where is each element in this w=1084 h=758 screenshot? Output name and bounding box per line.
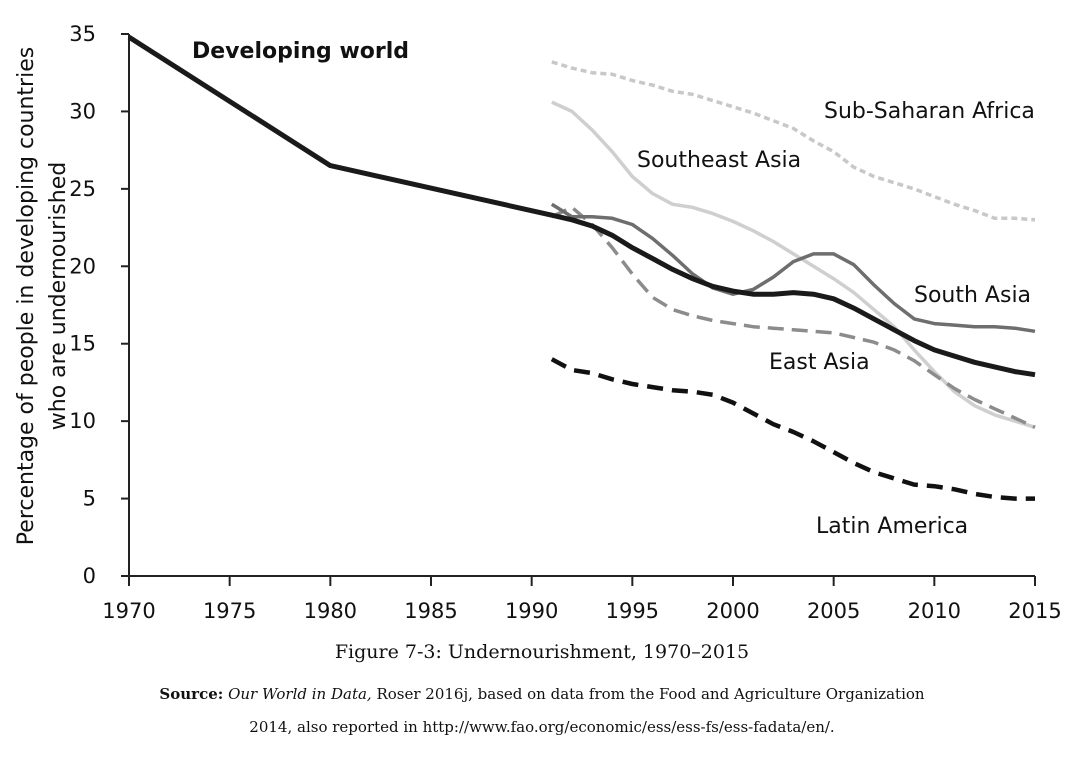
source-text: Roser 2016j, based on data from the Food… (371, 685, 925, 703)
series-label-latin-america: Latin America (816, 514, 968, 539)
source-line-2: 2014, also reported in http://www.fao.or… (249, 718, 835, 736)
line-chart: 0 5 10 15 20 25 30 35 1970 1975 1980 1985 1990 1995 20… (14, 22, 1062, 623)
series-line-sub-saharan-africa (551, 60, 1036, 222)
y-tick-label: 0 (83, 564, 96, 588)
y-tick-label: 15 (69, 332, 96, 356)
series-labels: Developing world Sub-Saharan Africa Southe… (192, 39, 1035, 539)
series-line-east-asia (551, 205, 1036, 429)
x-tick-label: 2010 (908, 599, 961, 623)
series-label-developing-world: Developing world (192, 39, 409, 64)
source-label: Source: (159, 685, 224, 703)
y-tick-label: 25 (69, 177, 96, 201)
source-title: Our World in Data, (228, 685, 372, 703)
series-line-southeast-asia (551, 100, 1036, 429)
y-tick-label: 30 (69, 99, 96, 123)
x-tick-label: 1975 (203, 599, 256, 623)
series-line-developing-world (127, 34, 1036, 378)
series-label-sub-saharan-africa: Sub-Saharan Africa (824, 99, 1035, 124)
series-label-south-asia: South Asia (914, 283, 1031, 308)
figure-caption: Figure 7-3: Undernourishment, 1970–2015 (334, 641, 750, 663)
y-axis-label-line: Percentage of people in developing count… (14, 47, 39, 545)
series-label-east-asia: East Asia (769, 350, 870, 375)
y-axis-label-line: who are undernourished (46, 162, 71, 430)
x-tick-label: 2005 (807, 599, 860, 623)
series-line-south-asia (550, 202, 1036, 334)
series-lines (127, 34, 1036, 501)
source-line-1: Source: Our World in Data, Roser 2016j, … (0, 685, 1084, 703)
x-tick-label: 1970 (102, 599, 155, 623)
y-tick-label: 5 (83, 487, 96, 511)
x-tick-label: 1985 (404, 599, 457, 623)
y-tick-label: 10 (69, 409, 96, 433)
y-tick-label: 20 (69, 254, 96, 278)
y-tick-label: 35 (69, 22, 96, 46)
x-tick-label: 2015 (1008, 599, 1061, 623)
y-axis-label: Percentage of people in developing count… (14, 47, 71, 545)
x-tick-label: 2000 (706, 599, 759, 623)
x-tick-label: 1995 (606, 599, 659, 623)
x-tick-label: 1980 (304, 599, 357, 623)
series-label-southeast-asia: Southeast Asia (637, 148, 801, 173)
series-line-latin-america (550, 357, 1035, 501)
axes: 0 5 10 15 20 25 30 35 1970 1975 1980 1985 1990 1995 20… (14, 22, 1062, 623)
x-tick-label: 1990 (505, 599, 558, 623)
